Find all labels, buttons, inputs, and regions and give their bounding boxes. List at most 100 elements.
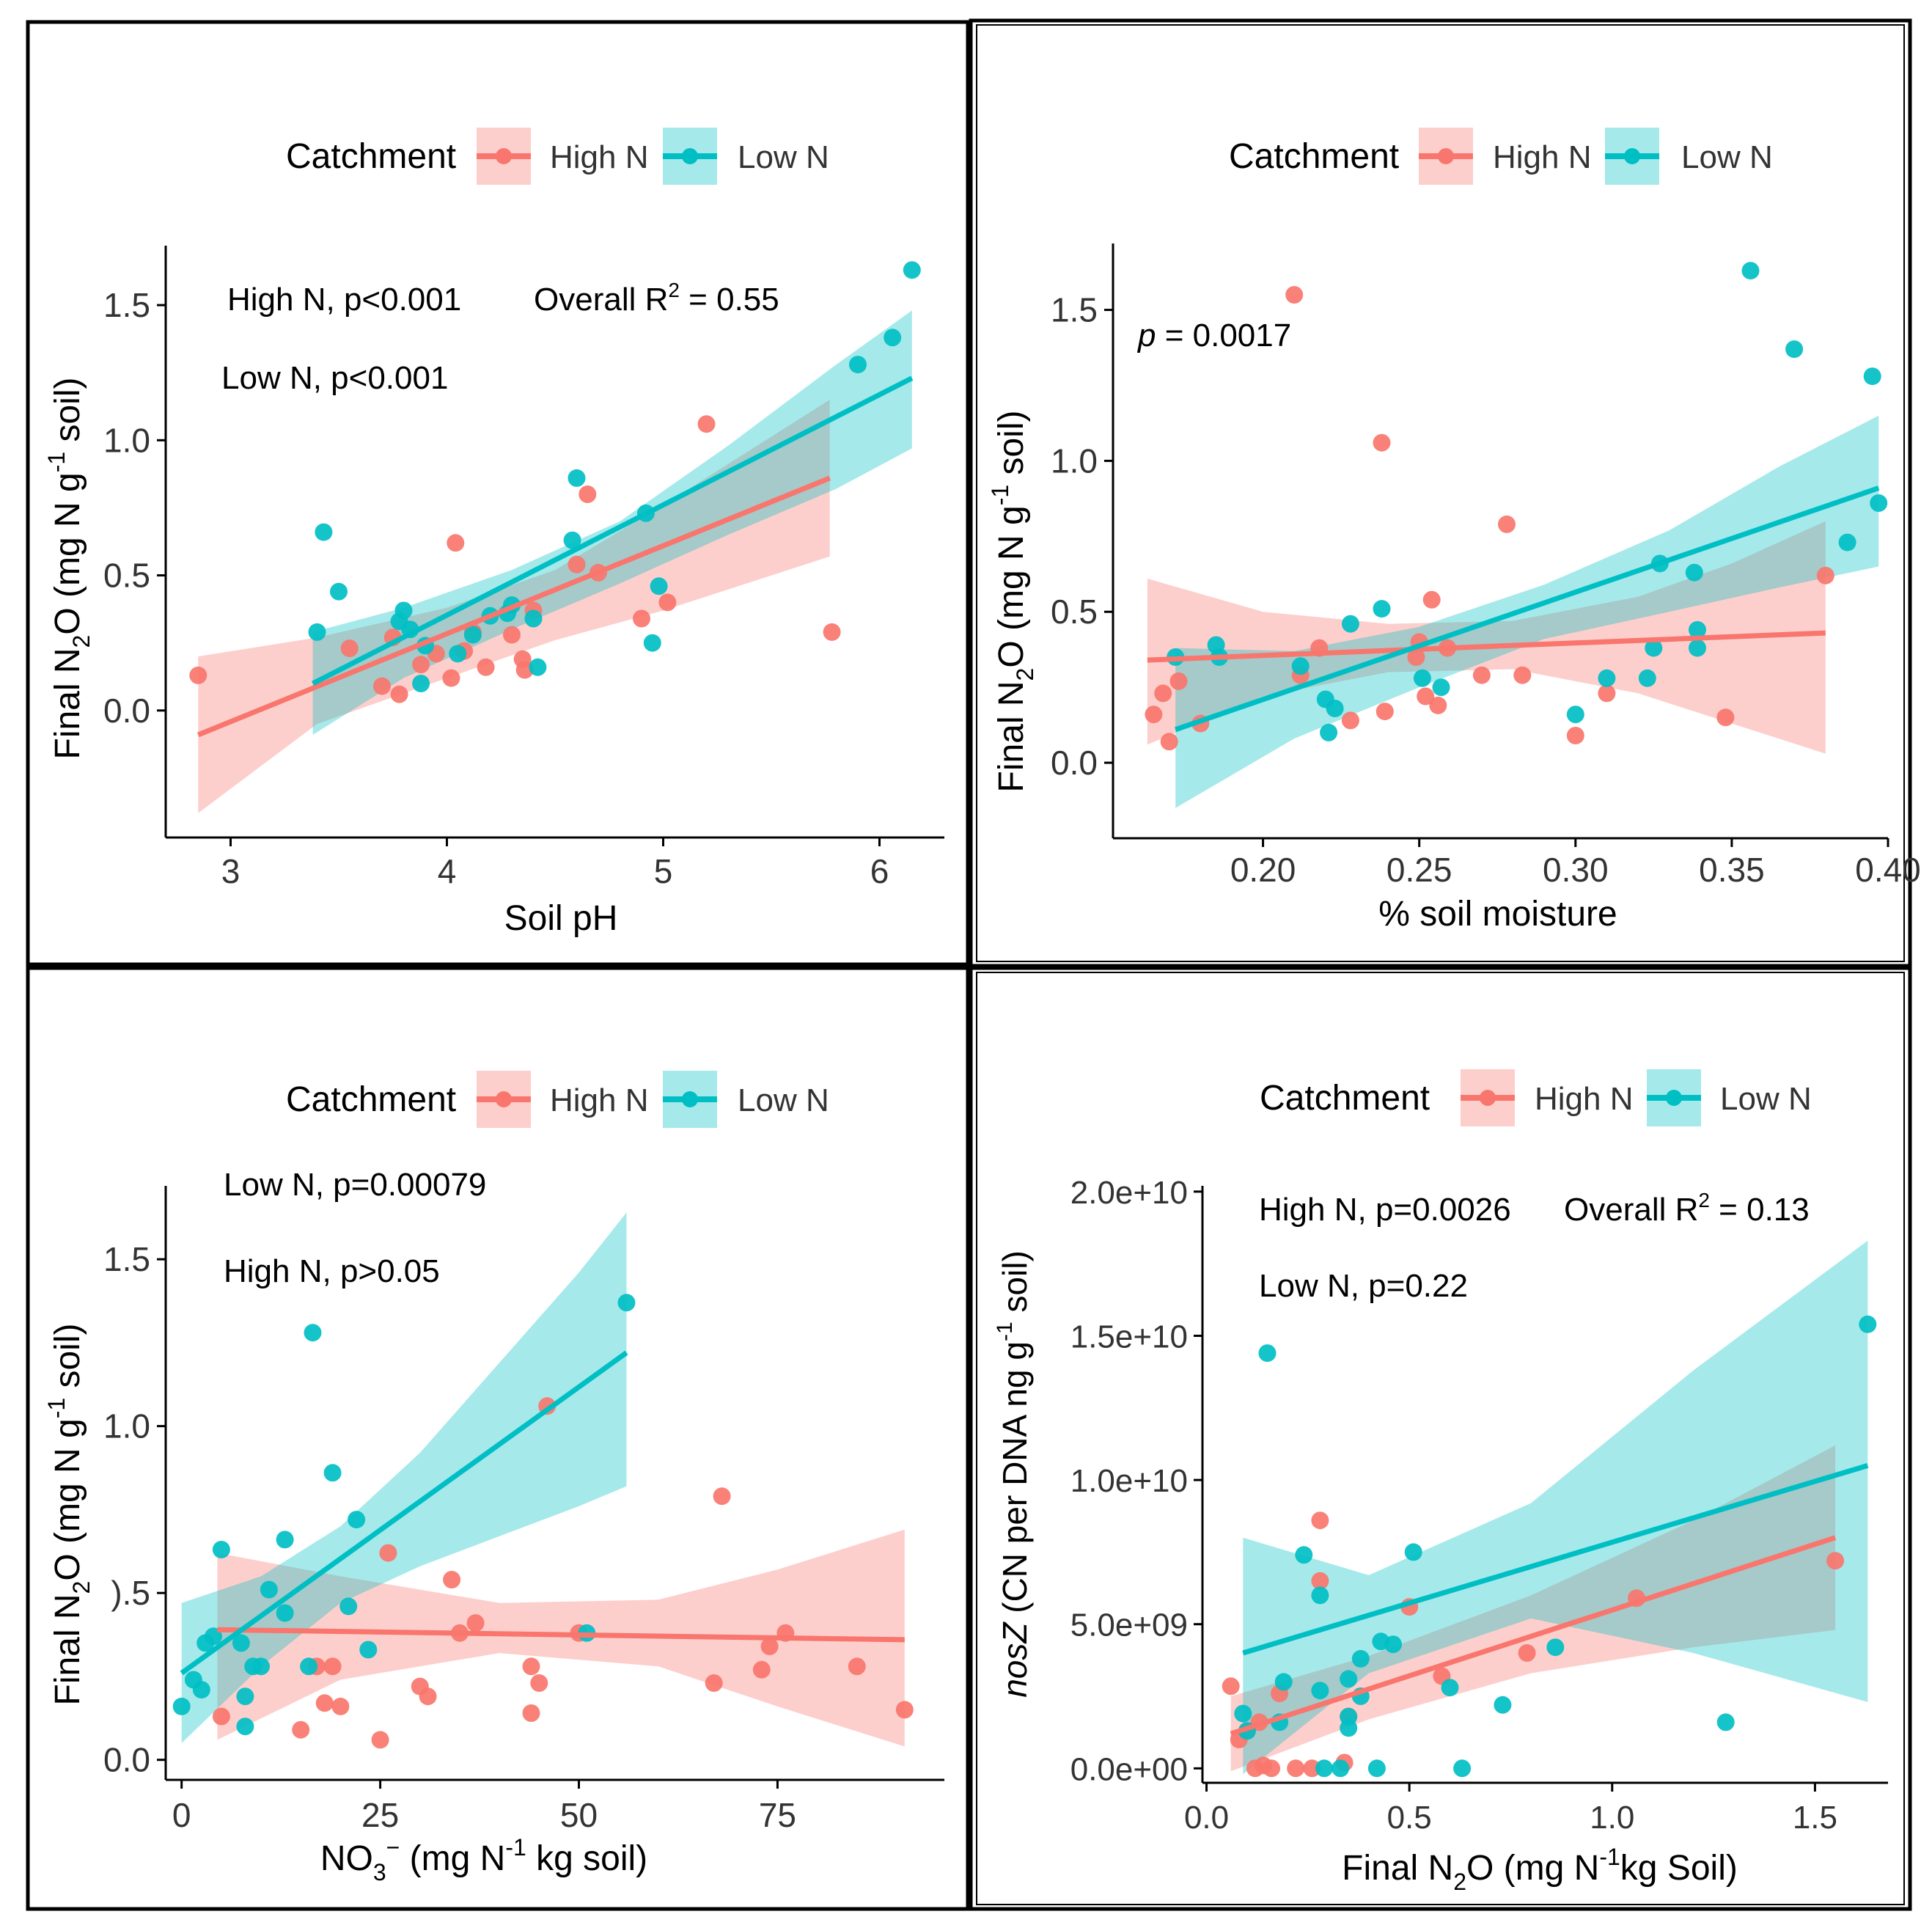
x-tick-label: 1.5 (1793, 1800, 1837, 1836)
data-point-high-n (1422, 590, 1441, 609)
y-tick-label: 1.0 (103, 1407, 150, 1445)
data-point-low-n (1785, 340, 1804, 359)
data-point-high-n (1263, 1759, 1281, 1778)
plot-area: 0.0 0.5 1.0 1.5 0.0e+00 5.0e+09 1.0e+10 1.5e+10… (1070, 1175, 1888, 1836)
x-tick-label: 0.25 (1386, 851, 1452, 889)
data-point-low-n (903, 261, 921, 279)
annotation-overall-r2: Overall R2 = 0.55 (534, 279, 779, 318)
x-tick-label: 4 (438, 852, 457, 890)
fit-line-high-n (1147, 630, 1826, 663)
y-tick-label: 0.5 (103, 557, 150, 595)
fit-line-low-n (1175, 485, 1880, 733)
data-point-high-n (568, 555, 586, 573)
legend-title: Catchment (286, 137, 456, 176)
data-point-low-n (232, 1634, 250, 1652)
data-point-low-n (308, 623, 326, 641)
legend-dot-low-n (1624, 148, 1640, 164)
y-tick-label: 1.5 (103, 1240, 150, 1278)
y-tick-label: 0.0 (103, 692, 150, 730)
legend-title: Catchment (1260, 1079, 1430, 1118)
data-point-high-n (331, 1697, 350, 1715)
data-point-high-n (697, 415, 716, 433)
data-point-high-n (189, 666, 207, 684)
data-point-low-n (463, 626, 482, 644)
y-axis-label: nosZ (CN per DNA ng g-1 soil) (993, 1250, 1034, 1698)
data-point-high-n (522, 1657, 540, 1676)
data-point-low-n (1274, 1673, 1293, 1691)
data-point-high-n (1145, 705, 1163, 724)
data-point-high-n (1716, 708, 1735, 727)
plot-area: 3 4 5 6 0.0 0.5 1.0 1.5 (103, 246, 944, 890)
annotation-high-n: High N, p>0.05 (224, 1253, 440, 1289)
data-point-low-n (1320, 723, 1338, 741)
data-point-low-n (252, 1657, 270, 1676)
x-tick-label: 0.5 (1387, 1800, 1432, 1836)
data-point-low-n (1689, 639, 1706, 657)
data-point-high-n (1407, 648, 1425, 666)
data-point-low-n (1441, 1679, 1459, 1697)
data-point-low-n (1234, 1704, 1252, 1723)
data-point-low-n (359, 1641, 378, 1659)
chart-panel-nitrate: Catchment High N Low N 0 25 50 75 0.0).5 1.0 1… (43, 1071, 944, 1885)
x-tick-label: 6 (870, 852, 889, 890)
data-point-low-n (1859, 1315, 1877, 1333)
data-point-low-n (1432, 678, 1450, 697)
data-point-low-n (394, 601, 413, 620)
data-point-low-n (212, 1541, 230, 1558)
fit-line-high-n (217, 1627, 905, 1643)
y-axis-label: Final N2O (mg N g-1 soil) (43, 1323, 95, 1705)
legend: Catchment High N Low N (286, 1071, 829, 1128)
x-tick-label: 1.0 (1590, 1800, 1634, 1836)
panel-frame-ph (26, 20, 970, 967)
legend-dot-high-n (496, 1091, 512, 1107)
data-point-low-n (1598, 669, 1616, 687)
data-point-low-n (1351, 1649, 1370, 1668)
data-point-low-n (1367, 1759, 1386, 1778)
data-point-low-n (1291, 657, 1310, 675)
data-point-high-n (1373, 433, 1391, 452)
legend-label-low-n: Low N (1681, 139, 1773, 175)
y-tick-label: 1.0 (103, 421, 150, 459)
data-point-low-n (617, 1294, 636, 1312)
y-tick-label: ).5 (111, 1574, 150, 1612)
data-point-low-n (276, 1531, 294, 1549)
legend-dot-high-n (1438, 148, 1454, 164)
legend-label-low-n: Low N (1720, 1081, 1812, 1117)
legend-label-high-n: High N (1535, 1081, 1634, 1117)
data-point-low-n (192, 1681, 210, 1699)
data-point-high-n (323, 1657, 342, 1676)
data-point-low-n (1295, 1546, 1313, 1564)
legend-title: Catchment (1229, 137, 1399, 176)
data-point-low-n (524, 609, 543, 628)
annotation-r2-prefix: Overall R (1564, 1192, 1698, 1228)
data-point-low-n (304, 1324, 322, 1342)
data-point-high-n (579, 485, 597, 503)
y-tick-label: 5.0e+09 (1070, 1608, 1188, 1643)
data-point-low-n (449, 645, 467, 663)
annotation-low-n: Low N, p=0.22 (1259, 1268, 1468, 1304)
y-tick-label: 2.0e+10 (1070, 1175, 1188, 1211)
data-point-high-n (1429, 696, 1447, 714)
data-point-low-n (884, 329, 902, 347)
fit-line-low-n (180, 1350, 628, 1676)
x-tick-label: 25 (361, 1796, 399, 1834)
annotation-r2-sup: 2 (1698, 1189, 1710, 1212)
data-point-low-n (1838, 533, 1856, 551)
data-point-low-n (1494, 1696, 1512, 1714)
data-point-low-n (1716, 1713, 1735, 1731)
data-point-high-n (1375, 703, 1394, 721)
data-point-low-n (172, 1697, 191, 1715)
data-point-low-n (568, 469, 586, 487)
panel-frame-nitrate (26, 966, 970, 1911)
panel-frame-nosz-inner (976, 972, 1905, 1905)
data-point-high-n (1160, 733, 1178, 751)
x-axis-label: Final N2O (mg N-1kg Soil) (1342, 1844, 1738, 1895)
data-point-high-n (658, 593, 677, 612)
annotation-r2-prefix: Overall R (534, 282, 668, 318)
fit-line-low-n (312, 375, 914, 686)
annotation-r2-sup: 2 (668, 279, 680, 301)
data-point-high-n (212, 1707, 230, 1726)
fit-line-high-n (1230, 1535, 1837, 1737)
legend-label-low-n: Low N (738, 139, 829, 175)
data-point-high-n (419, 1687, 437, 1706)
